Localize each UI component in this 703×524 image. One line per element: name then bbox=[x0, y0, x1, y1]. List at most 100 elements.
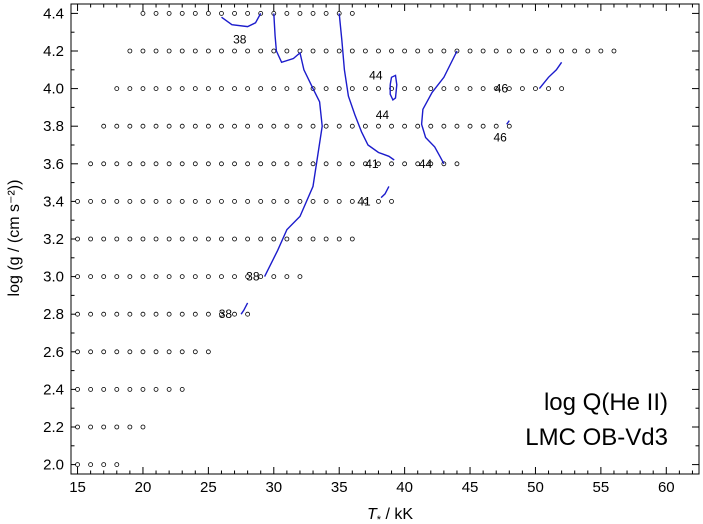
grid-point bbox=[245, 236, 251, 242]
contour-label: 44 bbox=[419, 157, 433, 171]
grid-point bbox=[297, 161, 303, 167]
x-tick-label: 50 bbox=[527, 479, 544, 496]
grid-point bbox=[323, 48, 329, 54]
grid-point bbox=[205, 10, 211, 16]
grid-point bbox=[153, 349, 159, 355]
grid-point bbox=[153, 274, 159, 280]
contour-label: 38 bbox=[219, 307, 233, 321]
grid-point bbox=[232, 161, 237, 167]
grid-point bbox=[88, 462, 94, 468]
grid-point bbox=[402, 161, 408, 167]
grid-point bbox=[192, 274, 198, 280]
contour-line-46 bbox=[538, 61, 563, 90]
grid-point bbox=[166, 274, 172, 280]
grid-point bbox=[415, 48, 421, 54]
grid-point bbox=[376, 48, 381, 54]
grid-point bbox=[140, 123, 146, 129]
grid-point bbox=[245, 311, 251, 317]
grid-point bbox=[101, 198, 107, 204]
y-tick-label: 4.0 bbox=[43, 81, 64, 98]
grid-point bbox=[232, 123, 237, 129]
grid-point bbox=[519, 48, 525, 54]
grid-model-points bbox=[75, 10, 617, 468]
grid-point bbox=[245, 274, 251, 280]
grid-point bbox=[546, 86, 551, 91]
grid-point bbox=[428, 123, 434, 129]
grid-point bbox=[493, 86, 499, 91]
grid-point bbox=[101, 349, 107, 355]
contour-label: 46 bbox=[493, 130, 507, 144]
grid-point bbox=[88, 198, 94, 204]
grid-point bbox=[297, 274, 303, 280]
grid-point bbox=[428, 86, 434, 91]
grid-point bbox=[75, 462, 80, 468]
grid-point bbox=[179, 10, 185, 16]
grid-point bbox=[336, 86, 342, 91]
grid-point bbox=[323, 86, 329, 91]
grid-point bbox=[323, 10, 329, 16]
y-tick-label: 2.8 bbox=[43, 306, 64, 323]
x-tick-label: 40 bbox=[396, 479, 413, 496]
grid-point bbox=[271, 86, 277, 91]
grid-point bbox=[179, 386, 185, 392]
contour-lines bbox=[221, 13, 563, 315]
grid-point bbox=[284, 236, 290, 242]
grid-point bbox=[166, 311, 172, 317]
grid-point bbox=[127, 161, 133, 167]
grid-point bbox=[519, 86, 525, 91]
grid-point bbox=[179, 123, 185, 129]
grid-point bbox=[140, 10, 146, 16]
grid-point bbox=[245, 123, 251, 129]
grid-point bbox=[88, 274, 94, 280]
grid-point bbox=[219, 161, 224, 167]
grid-point bbox=[101, 311, 107, 317]
contour-line-46 bbox=[506, 120, 510, 125]
grid-point bbox=[75, 274, 80, 280]
grid-point bbox=[127, 311, 133, 317]
grid-point bbox=[75, 386, 80, 392]
grid-point bbox=[415, 161, 421, 167]
grid-point bbox=[245, 10, 251, 16]
grid-point bbox=[389, 123, 394, 129]
grid-point bbox=[376, 86, 381, 91]
grid-point bbox=[349, 236, 355, 242]
grid-point bbox=[362, 86, 368, 91]
grid-point bbox=[362, 161, 368, 167]
grid-point bbox=[284, 274, 290, 280]
contour-line-44 bbox=[420, 50, 458, 165]
grid-point bbox=[389, 161, 394, 167]
grid-point bbox=[205, 198, 211, 204]
grid-point bbox=[454, 86, 460, 91]
contour-label: 46 bbox=[495, 82, 509, 96]
grid-point bbox=[336, 123, 342, 129]
grid-point bbox=[101, 274, 107, 280]
grid-point bbox=[127, 424, 133, 430]
grid-point bbox=[179, 274, 185, 280]
grid-point bbox=[336, 161, 342, 167]
x-tick-label: 15 bbox=[69, 479, 86, 496]
grid-point bbox=[506, 48, 512, 54]
y-tick-label: 2.4 bbox=[43, 381, 64, 398]
grid-point bbox=[245, 161, 251, 167]
grid-point bbox=[219, 48, 224, 54]
grid-point bbox=[166, 161, 172, 167]
grid-point bbox=[75, 349, 80, 355]
grid-point bbox=[336, 236, 342, 242]
grid-point bbox=[219, 10, 224, 16]
grid-point bbox=[179, 48, 185, 54]
grid-point bbox=[349, 86, 355, 91]
grid-point bbox=[192, 349, 198, 355]
grid-point bbox=[480, 48, 486, 54]
y-tick-label: 2.0 bbox=[43, 457, 64, 474]
grid-point bbox=[349, 123, 355, 129]
contour-label: 41 bbox=[365, 157, 379, 171]
grid-point bbox=[297, 236, 303, 242]
grid-point bbox=[271, 198, 277, 204]
grid-point bbox=[192, 123, 198, 129]
grid-point bbox=[114, 274, 120, 280]
grid-point bbox=[219, 86, 224, 91]
grid-point bbox=[114, 236, 120, 242]
grid-point bbox=[245, 86, 251, 91]
grid-point bbox=[585, 48, 591, 54]
grid-point bbox=[271, 161, 277, 167]
